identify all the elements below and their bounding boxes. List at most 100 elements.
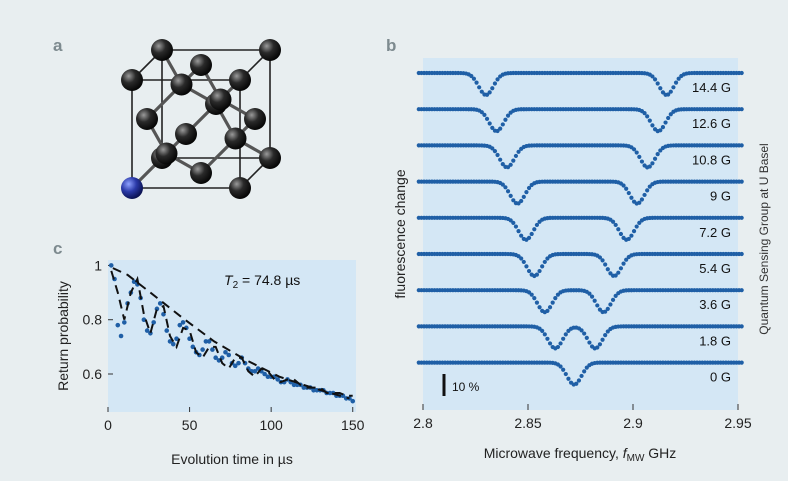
- spectrum-point: [471, 76, 477, 81]
- spectrum-point: [603, 262, 608, 267]
- carbon-atom: [224, 127, 247, 150]
- spectrum-point: [505, 189, 511, 194]
- spectrum-point: [739, 143, 744, 148]
- spectrum-series: 5.4 G: [416, 251, 744, 279]
- spectrum-point: [516, 229, 521, 234]
- spectrum-point: [495, 77, 500, 82]
- data-point: [350, 398, 356, 404]
- spectrum-point: [618, 231, 624, 237]
- spectrum-point: [660, 124, 666, 130]
- x-axis-label-prefix: Microwave frequency,: [484, 445, 623, 461]
- x-tick-label-c: 100: [259, 417, 283, 433]
- spectrum-series: 10.8 G: [416, 143, 744, 170]
- y-axis-label-c: Return probability: [55, 281, 71, 391]
- field-label: 9 G: [710, 189, 731, 204]
- carbon-atom: [190, 54, 212, 76]
- spectrum-point: [597, 342, 603, 347]
- spectrum-point: [479, 89, 484, 94]
- data-point: [115, 322, 121, 328]
- spectrum-point: [655, 81, 660, 86]
- spectrum-point: [524, 190, 529, 195]
- data-point: [167, 339, 173, 344]
- spectrum-point: [613, 293, 618, 299]
- spectrum-series: 12.6 G: [416, 107, 744, 134]
- carbon-atom: [229, 69, 251, 91]
- spectrum-point: [563, 371, 568, 377]
- spectrum-point: [503, 185, 508, 190]
- spectrum-point: [532, 227, 537, 232]
- field-label: 10.8 G: [692, 152, 731, 167]
- carbon-atom: [151, 39, 173, 61]
- x-tick-label-b: 2.85: [514, 415, 541, 431]
- spectrum-point: [558, 364, 563, 369]
- spectrum-point: [739, 107, 744, 112]
- x-axis-label-unit: GHz: [644, 445, 676, 461]
- spectrum-point: [663, 120, 668, 125]
- data-point: [141, 317, 147, 323]
- field-label: 0 G: [710, 370, 731, 385]
- spectrum-point: [587, 291, 592, 296]
- spectrum-series: 0 G: [416, 360, 744, 387]
- spectrum-point: [529, 231, 534, 237]
- spectrum-point: [647, 184, 652, 189]
- spectrum-point: [584, 335, 589, 340]
- spectrum-point: [624, 257, 629, 262]
- spectrum-point: [511, 220, 516, 225]
- spectrum-point: [605, 306, 610, 311]
- spectrum-point: [561, 336, 566, 341]
- spectrum-point: [587, 340, 592, 345]
- carbon-atom: [190, 162, 212, 184]
- spectrum-point: [592, 298, 597, 303]
- spectrum-point: [739, 324, 744, 329]
- data-point: [151, 320, 156, 325]
- spectrum-point: [605, 267, 610, 272]
- data-point: [236, 360, 241, 366]
- spectrum-point: [673, 80, 679, 85]
- data-point: [200, 347, 205, 352]
- field-label: 14.4 G: [692, 80, 731, 95]
- spectrum-point: [479, 110, 484, 115]
- spectrum-point: [650, 161, 655, 166]
- panel-label-a: a: [53, 36, 63, 55]
- spectrum-point: [566, 376, 571, 381]
- spectrum-point: [511, 198, 516, 203]
- field-label: 5.4 G: [699, 261, 731, 276]
- spectrum-series: 3.6 G: [416, 288, 744, 315]
- spectrum-point: [658, 148, 663, 153]
- spectrum-point: [642, 192, 647, 198]
- data-point: [252, 368, 258, 374]
- spectrum-point: [487, 90, 492, 95]
- spectrum-point: [519, 233, 524, 238]
- spectrum-point: [500, 122, 505, 127]
- spectrum-point: [534, 272, 540, 277]
- spectrum-point: [553, 296, 558, 301]
- data-point: [177, 322, 183, 328]
- spectrum-point: [613, 273, 618, 278]
- y-axis-label-b: fluorescence change: [392, 169, 408, 298]
- spectrum-point: [511, 158, 516, 163]
- spectrum-point: [526, 268, 532, 274]
- lattice-atoms: [121, 39, 281, 199]
- field-label: 12.6 G: [692, 116, 731, 131]
- spectrum-point: [532, 296, 537, 301]
- spectrum-point: [490, 86, 495, 91]
- spectrum-point: [603, 333, 608, 338]
- x-axis-label-subscript: MW: [627, 453, 645, 464]
- field-label: 1.8 G: [699, 333, 731, 348]
- data-point: [223, 349, 228, 355]
- carbon-atom: [259, 147, 281, 169]
- spectrum-point: [513, 153, 519, 159]
- spectrum-point: [477, 85, 482, 90]
- spectrum-point: [547, 341, 553, 346]
- spectrum-point: [513, 224, 519, 229]
- spectrum-point: [610, 219, 616, 224]
- spectrum-point: [658, 128, 663, 133]
- spectrum-point: [582, 331, 587, 336]
- x-tick-label-b: 2.95: [724, 415, 751, 431]
- spectrum-point: [521, 194, 526, 199]
- spectrum-point: [537, 268, 542, 274]
- spectrum-point: [508, 193, 513, 198]
- spectrum-point: [631, 147, 637, 152]
- t2-subscript: 2: [233, 280, 239, 291]
